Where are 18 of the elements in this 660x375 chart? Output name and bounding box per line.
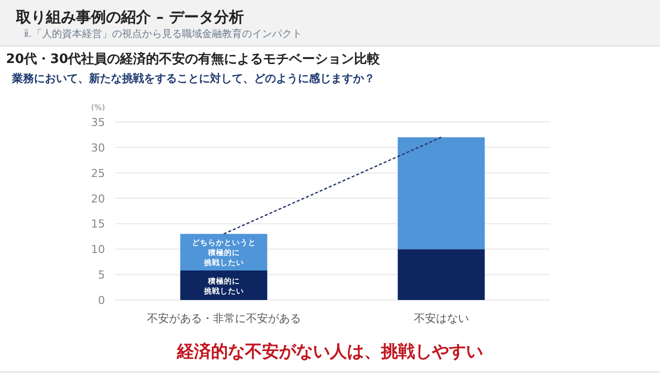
text: 経済的な不安がない人は、挑戦しやすい <box>176 342 483 362</box>
y-tick-label: 25 <box>91 166 105 180</box>
bar <box>398 137 485 250</box>
x-tick-label: 不安がある・非常に不安がある <box>146 312 301 325</box>
chart-subtitle: 業務において、新たな挑戦をすることに対して、どのように感じますか？ <box>11 72 375 85</box>
y-tick-label: 15 <box>91 218 105 231</box>
bar <box>398 249 485 300</box>
y-tick-label: 30 <box>91 141 105 154</box>
y-axis-title: (%) <box>91 103 105 112</box>
text: ⅱ.「人的資本経営」の視点から見る職域金融教育のインパクト <box>24 28 302 40</box>
y-tick-label: 5 <box>98 268 105 282</box>
text: 取り組み事例の紹介 – データ分析 <box>15 8 244 26</box>
y-tick-label: 35 <box>91 116 105 129</box>
y-tick-label: 10 <box>91 243 105 256</box>
chart-title: 20代・30代社員の経済的不安の有無によるモチベーション比較 <box>6 51 382 67</box>
x-tick-label: 不安はない <box>414 312 469 325</box>
y-tick-label: 20 <box>91 192 105 206</box>
y-tick-label: 0 <box>98 294 105 307</box>
